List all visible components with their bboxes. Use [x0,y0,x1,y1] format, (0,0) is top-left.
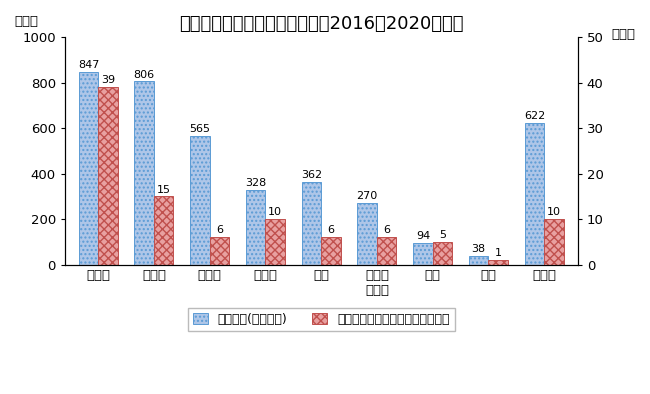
Text: 5: 5 [439,230,446,240]
Text: 94: 94 [416,231,430,242]
Text: 362: 362 [301,171,322,180]
Bar [98,87,118,264]
Bar [302,182,321,264]
Text: 328: 328 [245,178,266,188]
Y-axis label: （人）: （人） [612,28,636,41]
Bar [469,256,488,264]
Bar [377,237,396,264]
Text: 622: 622 [524,112,545,121]
Text: 15: 15 [157,184,171,195]
Text: 10: 10 [547,207,561,217]
Bar [246,190,265,264]
Bar [413,243,433,264]
Bar [433,242,452,264]
Text: 6: 6 [328,225,335,236]
Bar [135,82,154,264]
Bar [525,123,544,264]
Bar [488,260,508,264]
Bar [265,219,285,264]
Bar [190,136,210,264]
Bar [321,237,341,264]
Text: 270: 270 [357,191,378,201]
Legend: 死傷者数(左目盛り), 死亡者数（内数）　（右目盛り）: 死傷者数(左目盛り), 死亡者数（内数） （右目盛り） [188,308,455,331]
Y-axis label: （人）: （人） [14,15,38,28]
Bar [358,203,377,264]
Title: 熱中症による業種別死傷者数（2016〜2020年計）: 熱中症による業種別死傷者数（2016〜2020年計） [179,15,463,33]
Text: 39: 39 [101,76,115,85]
Text: 6: 6 [216,225,223,236]
Bar [79,72,98,264]
Bar [544,219,564,264]
Text: 10: 10 [268,207,282,217]
Text: 38: 38 [472,244,486,254]
Text: 806: 806 [134,70,155,80]
Text: 1: 1 [495,248,502,258]
Text: 847: 847 [78,60,99,70]
Text: 565: 565 [189,125,211,134]
Bar [154,196,174,264]
Bar [210,237,229,264]
Text: 6: 6 [384,225,390,236]
